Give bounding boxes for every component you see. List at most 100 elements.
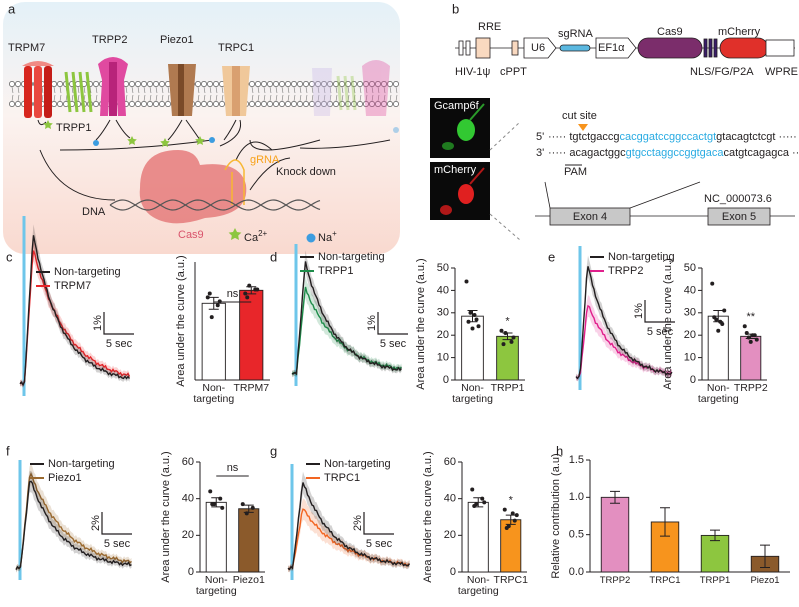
legend-label: TRPC1 [324, 472, 360, 484]
data-point [218, 496, 223, 501]
lipid [303, 101, 309, 107]
lipid [129, 81, 135, 87]
trace-band [292, 250, 402, 378]
x-tick-label: Piezo1 [750, 575, 780, 586]
lipid-tail [365, 86, 368, 102]
y-tick-label: 40 [437, 284, 449, 296]
ion-name: Na [318, 232, 333, 244]
lipid [393, 81, 399, 87]
panel-label: d [270, 249, 277, 264]
grna-label: gRNA [250, 154, 280, 166]
panel-label: f [6, 443, 10, 458]
bar [600, 496, 630, 573]
ion-charge: 2+ [258, 229, 267, 238]
lipid [195, 81, 201, 87]
lipid-tail [95, 86, 98, 102]
dna-strand [109, 199, 321, 211]
trace-line [291, 261, 403, 376]
lipid-tail [263, 86, 266, 102]
vector-label: cPPT [500, 66, 527, 78]
scale-label-x: 5 sec [104, 538, 131, 550]
vector-label: EF1α [598, 42, 625, 54]
scale-label-y: 2% [352, 515, 364, 531]
lipid-tail [155, 86, 158, 102]
sequence: ····· tgtctgaccgcacggatccggccactgtgtacag… [548, 131, 797, 143]
data-point [472, 313, 477, 318]
panel-label: g [270, 443, 277, 458]
data-point [220, 505, 225, 510]
lipid [51, 101, 57, 107]
bar [239, 289, 264, 381]
seq-guide: cacggatccggccactgt [620, 131, 717, 143]
lipid [159, 81, 165, 87]
lipid [285, 101, 291, 107]
data-point [468, 310, 473, 315]
lipid [15, 101, 21, 107]
x-tick-label-box: Non-targeting [193, 383, 234, 405]
lipid-tail [335, 86, 338, 102]
x-tick-label-box: TRPP2 [600, 575, 631, 586]
lipid [363, 81, 369, 87]
legend-label: Non-targeting [324, 458, 391, 470]
lipid [357, 81, 363, 87]
lipid [135, 101, 141, 107]
lipid [309, 101, 315, 107]
ion-charge: + [332, 229, 337, 238]
trace-band [288, 498, 410, 573]
trace-band [292, 275, 402, 378]
lipid [255, 81, 261, 87]
lipid [345, 81, 351, 87]
lipid-tail [299, 86, 302, 102]
strand-label: 5' [536, 131, 544, 143]
seq-part: tgtctgaccg [569, 131, 619, 143]
error-bar [660, 507, 670, 537]
cas9-label: Cas9 [178, 229, 204, 241]
vector-label: mCherry [718, 26, 761, 38]
legend-label: Non-targeting [318, 251, 385, 263]
knockdown-label: Knock down [276, 166, 336, 178]
data-point [509, 339, 514, 344]
lipid [333, 101, 339, 107]
lipid-tail [143, 86, 146, 102]
channel-label: TRPM7 [8, 42, 45, 54]
lipid-tail [287, 86, 290, 102]
grna-shape [224, 159, 245, 205]
lipid [303, 81, 309, 87]
lipid-tail [149, 86, 152, 102]
vector-label: sgRNA [558, 28, 594, 40]
scale-label-x: 5 sec [647, 326, 674, 338]
lipid [93, 81, 99, 87]
data-point [472, 504, 477, 508]
panel-label: h [556, 443, 563, 458]
legend-label: Piezo1 [48, 472, 82, 484]
data-point [499, 328, 504, 333]
lipid [213, 81, 219, 87]
data-point [208, 489, 213, 494]
lipid [315, 81, 321, 87]
y-tick-label: 20 [437, 329, 449, 341]
lipid [57, 101, 63, 107]
lipid [273, 81, 279, 87]
scale-label-x: 5 sec [366, 538, 393, 550]
x-tick-label-box: Non-targeting [196, 575, 237, 597]
y-tick-label: 10 [437, 352, 449, 364]
lipid [159, 101, 165, 107]
bar [500, 519, 522, 573]
data-point [512, 518, 517, 523]
cut-marker [578, 124, 588, 131]
data-point [466, 319, 471, 324]
x-tick-label-box: Piezo1 [750, 575, 780, 586]
y-tick-label: 0.5 [569, 529, 584, 541]
x-tick-label: Non-targeting [452, 383, 493, 405]
lipid [369, 101, 375, 107]
lipid [57, 81, 63, 87]
significance-label: * [505, 316, 510, 328]
lipid [297, 81, 303, 87]
scale-bar [103, 312, 134, 335]
data-point [503, 330, 508, 335]
data-point [244, 511, 249, 516]
vector-label: RRE [478, 21, 501, 33]
lipid [267, 81, 273, 87]
data-point [217, 299, 222, 304]
legend-label: TRPP2 [608, 265, 643, 277]
